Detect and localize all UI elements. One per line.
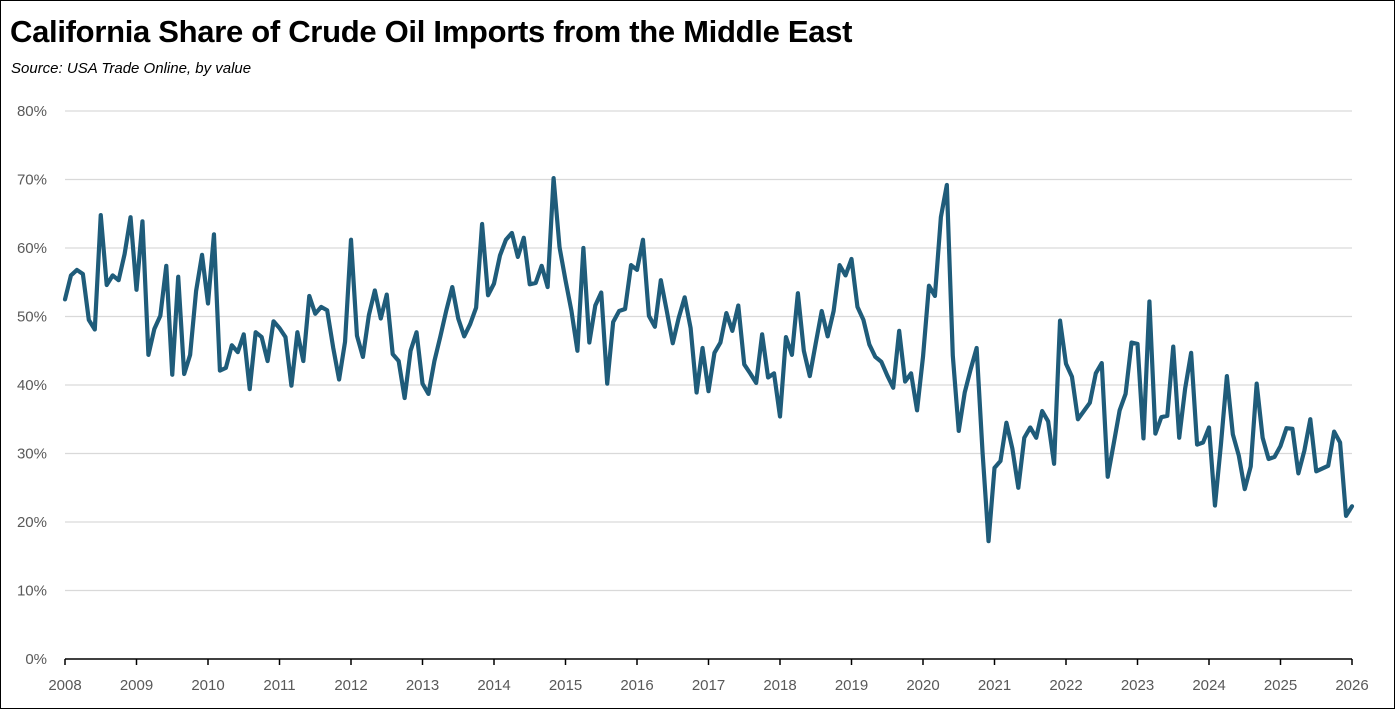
x-tick-label: 2011	[263, 677, 295, 694]
x-tick-label: 2009	[120, 677, 153, 694]
x-tick-label: 2015	[549, 677, 582, 694]
x-axis	[64, 658, 1353, 665]
x-tick-label: 2021	[978, 677, 1011, 694]
series-line	[62, 176, 1355, 544]
y-tick-label: 70%	[17, 172, 47, 189]
y-tick-label: 30%	[17, 446, 47, 463]
y-axis-tick-labels: 0% 10% 20% 30% 40% 50% 60% 70% 80%	[17, 103, 47, 668]
chart-title: California Share of Crude Oil Imports fr…	[10, 14, 853, 49]
x-tick-label: 2018	[763, 677, 796, 694]
y-tick-label: 10%	[17, 583, 47, 600]
x-tick-label: 2016	[620, 677, 653, 694]
gridlines	[65, 110, 1352, 592]
x-tick-label: 2017	[692, 677, 725, 694]
x-tick-label: 2026	[1335, 677, 1368, 694]
x-tick-label: 2022	[1049, 677, 1082, 694]
series-group	[62, 176, 1355, 544]
x-tick-label: 2020	[906, 677, 939, 694]
y-tick-label: 40%	[17, 377, 47, 394]
x-axis-tick-labels: 2008 2009 2010 2011 2012 2013 2014 2015 2016 2017…	[48, 677, 1368, 694]
y-tick-label: 60%	[17, 240, 47, 257]
x-tick-label: 2025	[1264, 677, 1297, 694]
y-tick-label: 80%	[17, 103, 47, 120]
x-tick-label: 2012	[334, 677, 367, 694]
y-tick-label: 0%	[25, 651, 47, 668]
x-tick-label: 2019	[835, 677, 868, 694]
x-tick-label: 2014	[477, 677, 510, 694]
x-tick-label: 2008	[48, 677, 81, 694]
y-tick-label: 50%	[17, 309, 47, 326]
x-tick-label: 2023	[1121, 677, 1154, 694]
y-tick-label: 20%	[17, 514, 47, 531]
x-tick-label: 2013	[406, 677, 439, 694]
x-tick-label: 2024	[1192, 677, 1225, 694]
chart-subtitle: Source: USA Trade Online, by value	[11, 60, 252, 77]
x-tick-label: 2010	[191, 677, 224, 694]
